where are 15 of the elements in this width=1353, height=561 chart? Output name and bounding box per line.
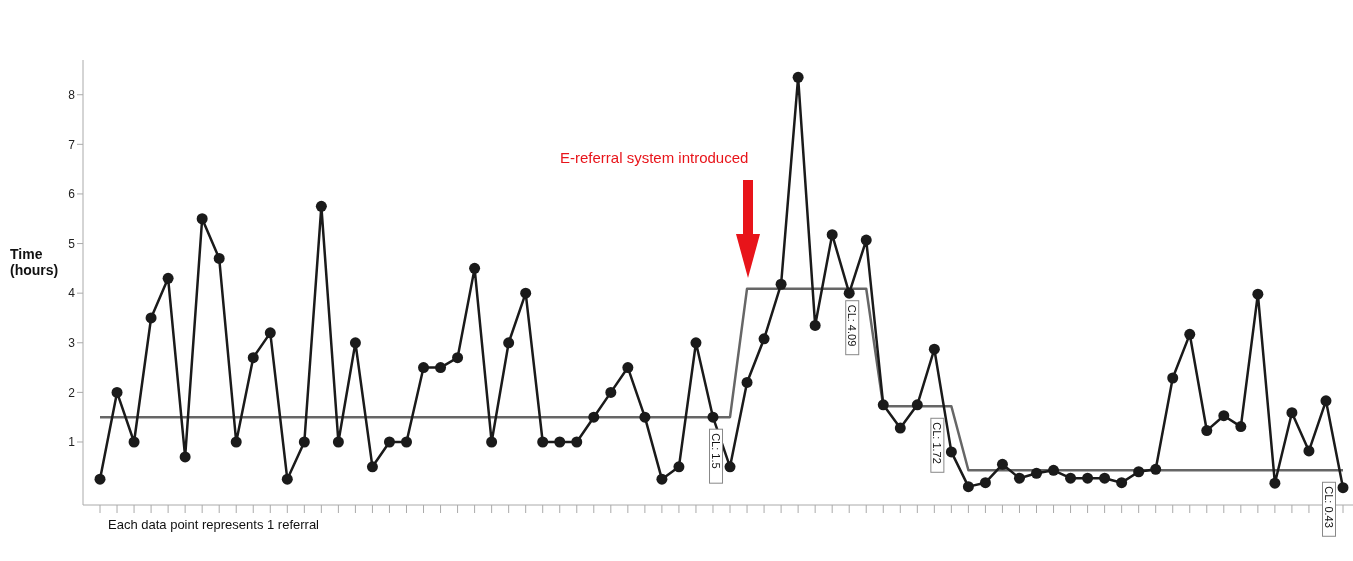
annotation: E-referral system introduced — [560, 149, 749, 166]
y-tick-label: 7 — [68, 137, 76, 152]
annotation: CL: 1.72 — [931, 422, 944, 464]
y-tick-label: 5 — [68, 236, 76, 251]
y-tick-label: 3 — [68, 336, 76, 351]
annotation: CL: 1.5 — [710, 433, 723, 469]
annotation: CL: 0.43 — [1323, 486, 1335, 528]
y-tick-label: 4 — [68, 286, 76, 301]
y-axis-title: Time (hours) — [10, 246, 60, 278]
y-tick-label: 6 — [68, 187, 76, 202]
y-tick-label: 1 — [68, 435, 76, 450]
y-tick-label: 8 — [68, 87, 76, 102]
text: Each data point represents 1 referral — [108, 517, 320, 532]
annotation: CL: 4.09 — [846, 304, 859, 347]
y-tick-label: 2 — [68, 385, 76, 400]
